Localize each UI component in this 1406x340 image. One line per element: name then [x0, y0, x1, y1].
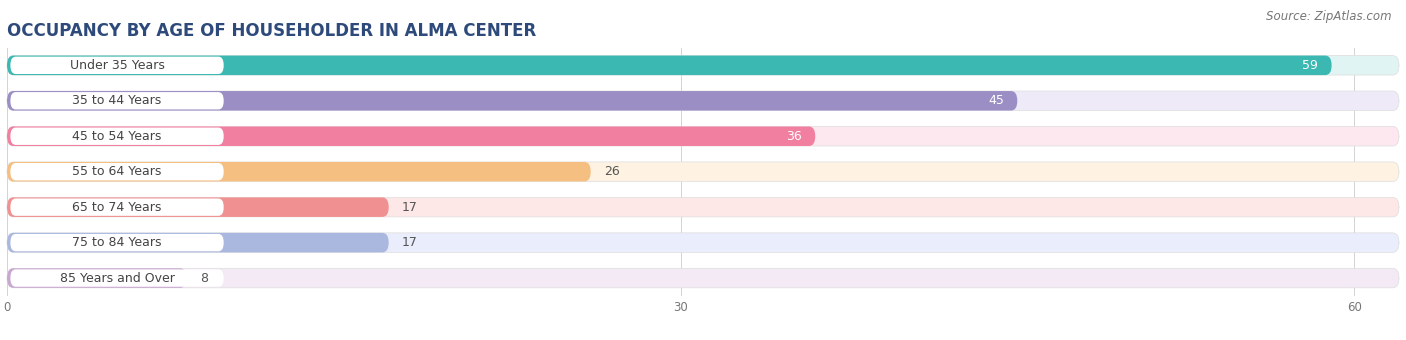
Text: 26: 26 — [605, 165, 620, 178]
FancyBboxPatch shape — [7, 268, 1399, 288]
Text: 45: 45 — [988, 94, 1004, 107]
FancyBboxPatch shape — [7, 126, 815, 146]
Text: 65 to 74 Years: 65 to 74 Years — [72, 201, 162, 214]
FancyBboxPatch shape — [7, 91, 1018, 110]
Text: 75 to 84 Years: 75 to 84 Years — [72, 236, 162, 249]
FancyBboxPatch shape — [10, 92, 224, 109]
Text: Source: ZipAtlas.com: Source: ZipAtlas.com — [1267, 10, 1392, 23]
FancyBboxPatch shape — [7, 198, 1399, 217]
FancyBboxPatch shape — [10, 163, 224, 181]
Text: 85 Years and Over: 85 Years and Over — [59, 272, 174, 285]
Text: 45 to 54 Years: 45 to 54 Years — [72, 130, 162, 143]
FancyBboxPatch shape — [10, 269, 224, 287]
FancyBboxPatch shape — [7, 162, 1399, 182]
Text: 17: 17 — [402, 201, 418, 214]
Text: 17: 17 — [402, 236, 418, 249]
FancyBboxPatch shape — [7, 268, 187, 288]
FancyBboxPatch shape — [7, 233, 1399, 252]
Text: Under 35 Years: Under 35 Years — [70, 59, 165, 72]
FancyBboxPatch shape — [10, 199, 224, 216]
Text: OCCUPANCY BY AGE OF HOUSEHOLDER IN ALMA CENTER: OCCUPANCY BY AGE OF HOUSEHOLDER IN ALMA … — [7, 22, 536, 40]
Text: 8: 8 — [200, 272, 208, 285]
FancyBboxPatch shape — [7, 126, 1399, 146]
FancyBboxPatch shape — [7, 55, 1331, 75]
FancyBboxPatch shape — [7, 55, 1399, 75]
FancyBboxPatch shape — [10, 57, 224, 74]
FancyBboxPatch shape — [7, 162, 591, 182]
FancyBboxPatch shape — [10, 128, 224, 145]
FancyBboxPatch shape — [7, 233, 388, 252]
FancyBboxPatch shape — [10, 234, 224, 251]
FancyBboxPatch shape — [7, 198, 388, 217]
Text: 55 to 64 Years: 55 to 64 Years — [72, 165, 162, 178]
Text: 59: 59 — [1302, 59, 1319, 72]
Text: 35 to 44 Years: 35 to 44 Years — [73, 94, 162, 107]
Text: 36: 36 — [786, 130, 801, 143]
FancyBboxPatch shape — [7, 91, 1399, 110]
